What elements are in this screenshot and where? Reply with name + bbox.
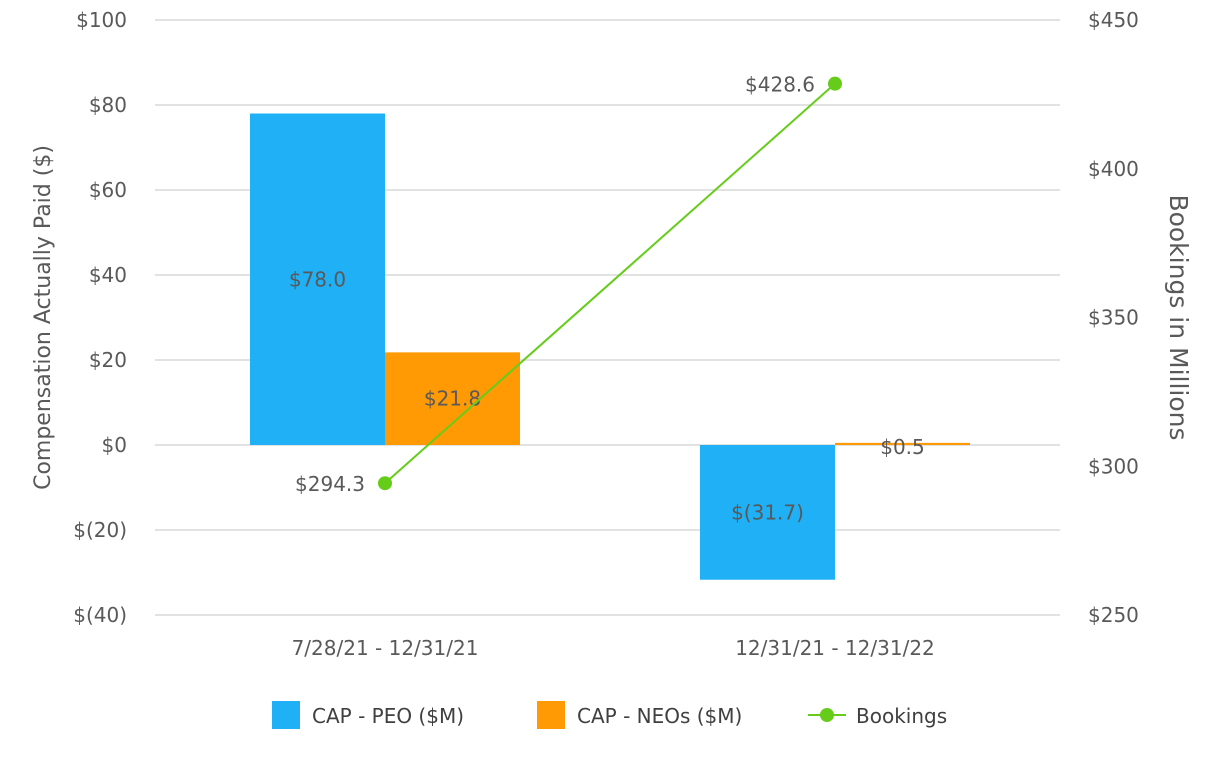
left-axis-title: Compensation Actually Paid ($): [31, 145, 56, 490]
bookings-line: [384, 82, 836, 484]
bar-data-label: $21.8: [424, 387, 481, 411]
bookings-point: [378, 476, 392, 491]
left-axis-tick-label: $(20): [73, 518, 127, 542]
legend-label: CAP - PEO ($M): [312, 704, 464, 728]
right-axis-tick-label: $450: [1088, 8, 1139, 32]
right-axis-tick-label: $250: [1088, 603, 1139, 627]
x-axis-category-label: 7/28/21 - 12/31/21: [292, 636, 479, 660]
legend-label: Bookings: [856, 704, 947, 728]
bar-cap-peo-m: [250, 113, 385, 445]
right-axis-tick-label: $300: [1088, 454, 1139, 478]
bar-data-label: $0.5: [880, 435, 925, 459]
right-axis-tick-label: $350: [1088, 306, 1139, 330]
left-axis-tick-label: $60: [89, 178, 127, 202]
x-axis-category-label: 12/31/21 - 12/31/22: [735, 636, 935, 660]
left-axis-tick-label: $(40): [73, 603, 127, 627]
bar-cap-neos-m: [385, 352, 520, 445]
legend-swatch: [272, 701, 300, 729]
left-axis-tick-label: $40: [89, 263, 127, 287]
bar-cap-neos-m: [835, 442, 970, 445]
left-axis-tick-label: $100: [76, 8, 127, 32]
legend-marker: [820, 708, 834, 722]
right-axis-title: Bookings in Millions: [1164, 194, 1193, 440]
left-axis-tick-label: $0: [102, 433, 127, 457]
left-axis-tick-label: $20: [89, 348, 127, 372]
legend-swatch: [537, 701, 565, 729]
bar-data-label: $78.0: [289, 267, 346, 291]
bookings-data-label: $428.6: [745, 73, 815, 97]
bar-data-label: $(31.7): [731, 500, 804, 524]
left-axis-tick-label: $80: [89, 93, 127, 117]
bar-cap-peo-m: [700, 445, 835, 580]
legend-label: CAP - NEOs ($M): [577, 704, 742, 728]
right-axis-tick-label: $400: [1088, 157, 1139, 181]
bookings-data-label: $294.3: [295, 472, 365, 496]
bookings-point: [828, 76, 842, 91]
